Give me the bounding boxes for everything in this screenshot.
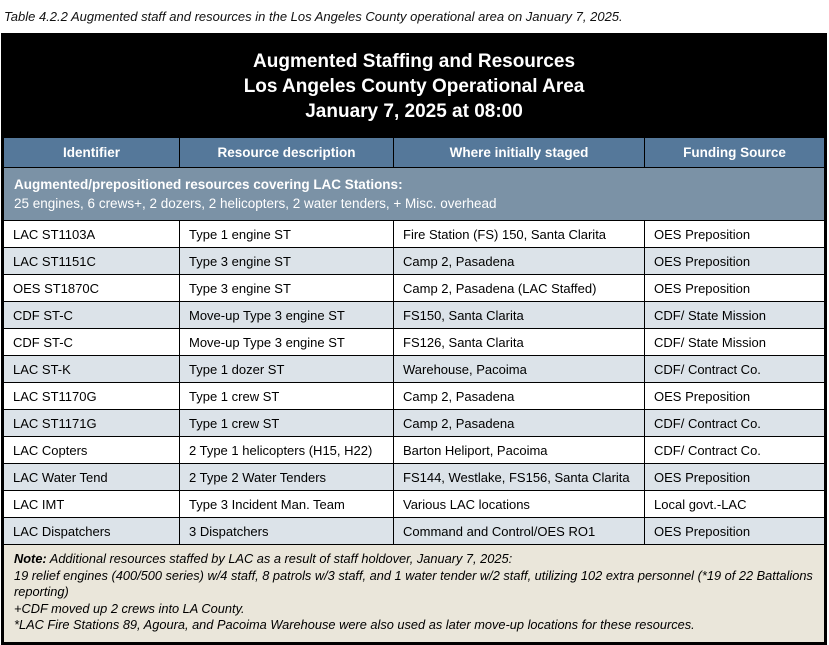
table-title: Augmented Staffing and Resources Los Ang… bbox=[1, 34, 827, 138]
note-block: Note: Additional resources staffed by LA… bbox=[1, 544, 827, 644]
cell-funding: OES Preposition bbox=[643, 463, 827, 491]
cell-staged: FS150, Santa Clarita bbox=[393, 301, 645, 329]
cell-description: 2 Type 2 Water Tenders bbox=[179, 463, 394, 491]
cell-identifier: CDF ST-C bbox=[2, 301, 180, 329]
column-header-funding-source: Funding Source bbox=[643, 136, 827, 168]
section-header-line-2: 25 engines, 6 crews+, 2 dozers, 2 helico… bbox=[14, 196, 497, 211]
table-row: LAC IMT Type 3 Incident Man. Team Variou… bbox=[2, 490, 827, 518]
cell-funding: OES Preposition bbox=[643, 247, 827, 275]
cell-funding: CDF/ Contract Co. bbox=[643, 436, 827, 464]
cell-staged: Various LAC locations bbox=[393, 490, 645, 518]
cell-staged: FS126, Santa Clarita bbox=[393, 328, 645, 356]
cell-identifier: LAC ST1171G bbox=[2, 409, 180, 437]
title-line-3: January 7, 2025 at 08:00 bbox=[305, 100, 523, 122]
section-header-line-1: Augmented/prepositioned resources coveri… bbox=[14, 177, 403, 192]
section-header: Augmented/prepositioned resources coveri… bbox=[1, 167, 827, 221]
cell-description: 3 Dispatchers bbox=[179, 517, 394, 545]
table-row: CDF ST-C Move-up Type 3 engine ST FS150,… bbox=[2, 301, 827, 329]
table-row: CDF ST-C Move-up Type 3 engine ST FS126,… bbox=[2, 328, 827, 356]
cell-identifier: LAC Dispatchers bbox=[2, 517, 180, 545]
cell-staged: Camp 2, Pasadena bbox=[393, 247, 645, 275]
note-line-1-text: Additional resources staffed by LAC as a… bbox=[46, 551, 513, 566]
cell-staged: FS144, Westlake, FS156, Santa Clarita bbox=[393, 463, 645, 491]
note-line-2: 19 relief engines (400/500 series) w/4 s… bbox=[14, 567, 813, 600]
cell-funding: OES Preposition bbox=[643, 274, 827, 302]
cell-staged: Fire Station (FS) 150, Santa Clarita bbox=[393, 220, 645, 248]
note-row: Note: Additional resources staffed by LA… bbox=[1, 544, 827, 644]
cell-identifier: CDF ST-C bbox=[2, 328, 180, 356]
column-header-identifier: Identifier bbox=[2, 136, 180, 168]
table-row: LAC ST-K Type 1 dozer ST Warehouse, Paco… bbox=[2, 355, 827, 383]
cell-funding: OES Preposition bbox=[643, 382, 827, 410]
cell-staged: Camp 2, Pasadena bbox=[393, 382, 645, 410]
cell-description: Type 3 Incident Man. Team bbox=[179, 490, 394, 518]
table-row: LAC Dispatchers 3 Dispatchers Command an… bbox=[2, 517, 827, 545]
table-row: LAC ST1103A Type 1 engine ST Fire Statio… bbox=[2, 220, 827, 248]
column-header-row: Identifier Resource description Where in… bbox=[2, 136, 827, 168]
cell-staged: Command and Control/OES RO1 bbox=[393, 517, 645, 545]
cell-identifier: LAC ST1103A bbox=[2, 220, 180, 248]
cell-identifier: LAC ST-K bbox=[2, 355, 180, 383]
cell-funding: CDF/ Contract Co. bbox=[643, 355, 827, 383]
cell-identifier: LAC Copters bbox=[2, 436, 180, 464]
table-row: OES ST1870C Type 3 engine ST Camp 2, Pas… bbox=[2, 274, 827, 302]
table-title-row: Augmented Staffing and Resources Los Ang… bbox=[1, 34, 827, 138]
cell-identifier: OES ST1870C bbox=[2, 274, 180, 302]
table-row: LAC Water Tend 2 Type 2 Water Tenders FS… bbox=[2, 463, 827, 491]
cell-funding: OES Preposition bbox=[643, 220, 827, 248]
table-row: LAC ST1170G Type 1 crew ST Camp 2, Pasad… bbox=[2, 382, 827, 410]
cell-description: 2 Type 1 helicopters (H15, H22) bbox=[179, 436, 394, 464]
cell-description: Move-up Type 3 engine ST bbox=[179, 301, 394, 329]
cell-description: Type 1 dozer ST bbox=[179, 355, 394, 383]
cell-staged: Barton Heliport, Pacoima bbox=[393, 436, 645, 464]
cell-description: Type 1 crew ST bbox=[179, 409, 394, 437]
cell-description: Type 3 engine ST bbox=[179, 247, 394, 275]
note-footnote: *LAC Fire Stations 89, Agoura, and Pacoi… bbox=[14, 617, 695, 632]
table-caption: Table 4.2.2 Augmented staff and resource… bbox=[4, 9, 623, 24]
cell-staged: Camp 2, Pasadena (LAC Staffed) bbox=[393, 274, 645, 302]
cell-identifier: LAC Water Tend bbox=[2, 463, 180, 491]
cell-funding: Local govt.-LAC bbox=[643, 490, 827, 518]
table-row: LAC Copters 2 Type 1 helicopters (H15, H… bbox=[2, 436, 827, 464]
section-header-row: Augmented/prepositioned resources coveri… bbox=[1, 167, 827, 221]
column-header-resource-description: Resource description bbox=[179, 136, 394, 168]
note-line-3: +CDF moved up 2 crews into LA County. bbox=[14, 600, 245, 616]
title-line-1: Augmented Staffing and Resources bbox=[253, 50, 576, 72]
title-line-2: Los Angeles County Operational Area bbox=[243, 75, 585, 97]
table-row: LAC ST1151C Type 3 engine ST Camp 2, Pas… bbox=[2, 247, 827, 275]
cell-identifier: LAC ST1151C bbox=[2, 247, 180, 275]
augmented-staffing-table: Augmented Staffing and Resources Los Ang… bbox=[1, 33, 828, 645]
cell-funding: CDF/ State Mission bbox=[643, 301, 827, 329]
cell-identifier: LAC IMT bbox=[2, 490, 180, 518]
cell-identifier: LAC ST1170G bbox=[2, 382, 180, 410]
cell-description: Move-up Type 3 engine ST bbox=[179, 328, 394, 356]
cell-funding: CDF/ Contract Co. bbox=[643, 409, 827, 437]
cell-description: Type 1 engine ST bbox=[179, 220, 394, 248]
note-line-1: Note: Additional resources staffed by LA… bbox=[14, 551, 814, 568]
cell-funding: CDF/ State Mission bbox=[643, 328, 827, 356]
cell-funding: OES Preposition bbox=[643, 517, 827, 545]
cell-staged: Camp 2, Pasadena bbox=[393, 409, 645, 437]
cell-staged: Warehouse, Pacoima bbox=[393, 355, 645, 383]
cell-description: Type 1 crew ST bbox=[179, 382, 394, 410]
table-row: LAC ST1171G Type 1 crew ST Camp 2, Pasad… bbox=[2, 409, 827, 437]
column-header-where-initially-staged: Where initially staged bbox=[393, 136, 645, 168]
cell-description: Type 3 engine ST bbox=[179, 274, 394, 302]
note-label: Note: bbox=[14, 551, 47, 566]
